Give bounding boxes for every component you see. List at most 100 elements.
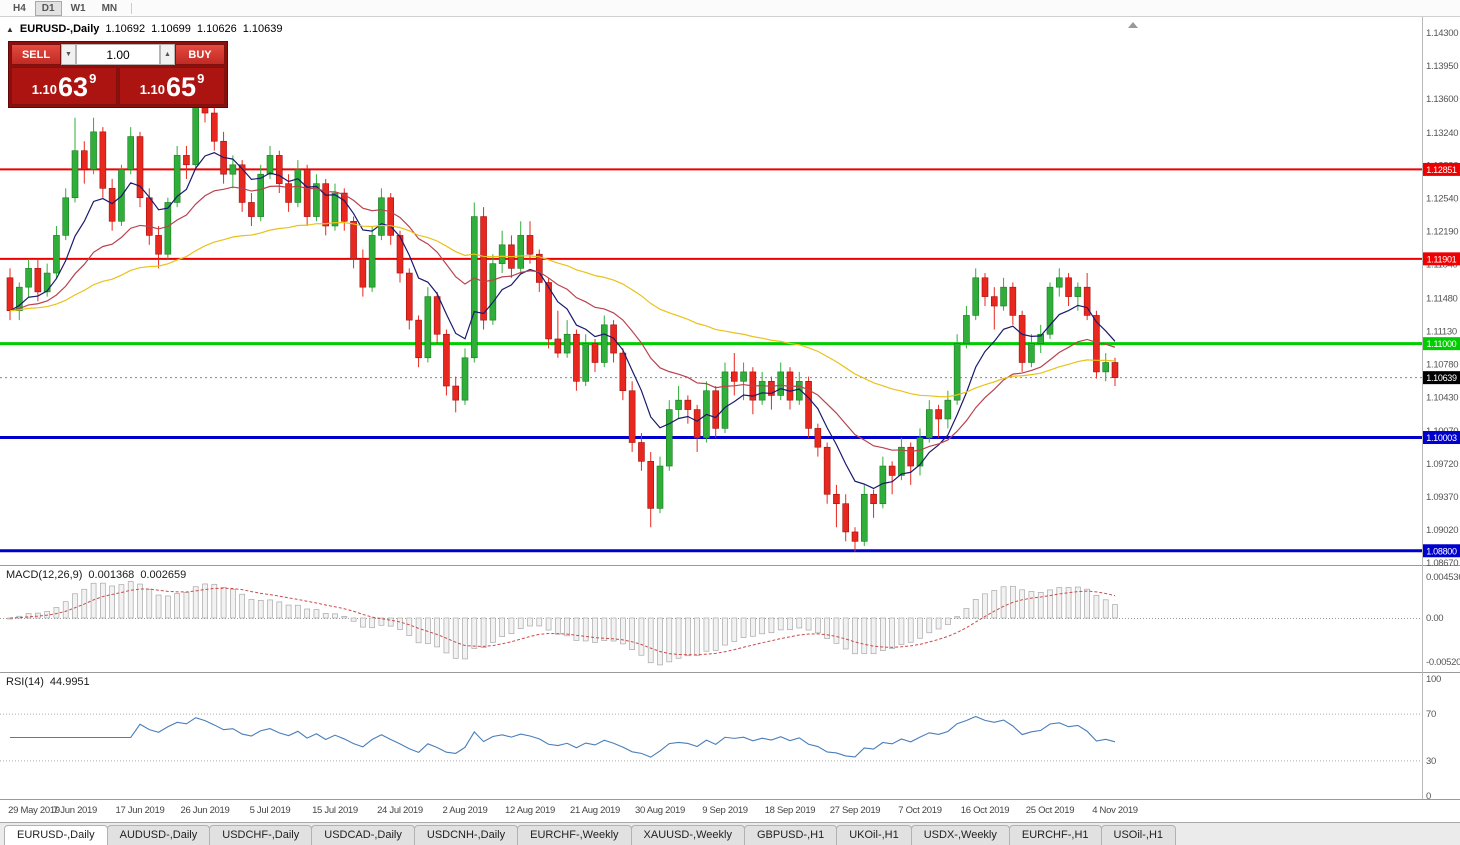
svg-text:1.11480: 1.11480 xyxy=(1426,293,1458,304)
tab-xauusd-weekly[interactable]: XAUUSD-,Weekly xyxy=(630,825,745,845)
sell-price-base: 1.10 xyxy=(31,82,58,97)
svg-text:5 Jul 2019: 5 Jul 2019 xyxy=(250,805,291,816)
svg-text:30 Aug 2019: 30 Aug 2019 xyxy=(635,805,685,816)
svg-text:1.14300: 1.14300 xyxy=(1426,28,1458,39)
sell-button[interactable]: SELL xyxy=(11,44,61,65)
quote-low: 1.10626 xyxy=(196,23,237,35)
tab-usdcnh-daily[interactable]: USDCNH-,Daily xyxy=(413,825,519,845)
svg-text:1.11000: 1.11000 xyxy=(1427,339,1457,349)
svg-text:1.12851: 1.12851 xyxy=(1426,165,1457,175)
quote-open: 1.10692 xyxy=(105,23,146,35)
volume-stepper-button[interactable]: ▲ xyxy=(160,44,175,65)
svg-text:7 Jun 2019: 7 Jun 2019 xyxy=(53,805,97,816)
svg-text:18 Sep 2019: 18 Sep 2019 xyxy=(765,805,816,816)
svg-text:16 Oct 2019: 16 Oct 2019 xyxy=(961,805,1009,816)
rsi-value: 44.9951 xyxy=(49,676,90,688)
svg-text:1.08800: 1.08800 xyxy=(1426,546,1457,556)
sell-price-pips: 63 xyxy=(58,72,89,102)
svg-text:1.09020: 1.09020 xyxy=(1426,525,1458,536)
svg-text:2 Aug 2019: 2 Aug 2019 xyxy=(442,805,487,816)
svg-text:26 Jun 2019: 26 Jun 2019 xyxy=(181,805,230,816)
svg-text:1.10639: 1.10639 xyxy=(1426,373,1457,383)
svg-text:70: 70 xyxy=(1426,709,1436,720)
svg-text:15 Jul 2019: 15 Jul 2019 xyxy=(312,805,358,816)
svg-text:30: 30 xyxy=(1426,756,1436,767)
sell-price-panel[interactable]: 1.10 63 9 xyxy=(11,67,117,105)
shift-marker-icon xyxy=(1128,22,1138,28)
symbol-tabbar: EURUSD-,Daily AUDUSD-,Daily USDCHF-,Dail… xyxy=(0,822,1460,845)
svg-text:9 Sep 2019: 9 Sep 2019 xyxy=(702,805,748,816)
price-axis: 1.143001.139501.136001.132401.128901.125… xyxy=(1426,28,1459,569)
tab-usdchf-daily[interactable]: USDCHF-,Daily xyxy=(209,825,313,845)
svg-text:1.09370: 1.09370 xyxy=(1426,492,1458,503)
buy-button[interactable]: BUY xyxy=(175,44,225,65)
svg-text:21 Aug 2019: 21 Aug 2019 xyxy=(570,805,620,816)
chart-window: 1.143001.139501.136001.132401.128901.125… xyxy=(0,17,1460,822)
macd-value-signal: 0.002659 xyxy=(140,569,187,581)
tab-eurchf-h1[interactable]: EURCHF-,H1 xyxy=(1008,825,1102,845)
svg-text:1.13240: 1.13240 xyxy=(1426,128,1458,139)
quote-close: 1.10639 xyxy=(242,23,283,35)
svg-text:-0.00520: -0.00520 xyxy=(1426,657,1460,668)
toolbar-divider xyxy=(131,2,133,14)
tab-usdx-weekly[interactable]: USDX-,Weekly xyxy=(910,825,1010,845)
tf-button-d1[interactable]: D1 xyxy=(34,0,62,16)
svg-text:1.13950: 1.13950 xyxy=(1426,61,1458,72)
svg-text:1.09720: 1.09720 xyxy=(1426,459,1458,470)
tab-ukoil-h1[interactable]: UKOil-,H1 xyxy=(836,825,912,845)
svg-text:24 Jul 2019: 24 Jul 2019 xyxy=(377,805,423,816)
svg-text:1.12540: 1.12540 xyxy=(1426,194,1458,205)
svg-text:0: 0 xyxy=(1426,791,1431,802)
tab-gbpusd-h1[interactable]: GBPUSD-,H1 xyxy=(743,825,838,845)
macd-value-main: 0.001368 xyxy=(88,569,135,581)
svg-text:0.004536: 0.004536 xyxy=(1426,572,1460,583)
tf-button-mn[interactable]: MN xyxy=(101,2,118,14)
buy-price-point: 9 xyxy=(197,71,205,86)
chart-title: ▲ EURUSD-,Daily 1.10692 1.10699 1.10626 … xyxy=(6,23,282,35)
oneclick-toggle-icon[interactable]: ▲ xyxy=(6,24,14,34)
svg-text:1.12190: 1.12190 xyxy=(1426,227,1458,238)
svg-text:29 May 2019: 29 May 2019 xyxy=(8,805,60,816)
svg-text:1.10430: 1.10430 xyxy=(1426,392,1458,403)
tab-eurchf-weekly[interactable]: EURCHF-,Weekly xyxy=(517,825,632,845)
buy-price-panel[interactable]: 1.10 65 9 xyxy=(119,67,225,105)
quote-high: 1.10699 xyxy=(151,23,191,35)
buy-price-pips: 65 xyxy=(166,72,197,102)
volume-input[interactable] xyxy=(76,44,160,65)
svg-text:100: 100 xyxy=(1426,674,1441,685)
price-badges: 1.12851 1.11901 1.11000 1.10003 1.08800 1.106… xyxy=(1423,162,1460,558)
horizontal-level-lines xyxy=(0,168,1422,553)
tab-eurusd-daily[interactable]: EURUSD-,Daily xyxy=(4,825,108,845)
svg-text:1.11130: 1.11130 xyxy=(1426,326,1457,337)
timeframe-toolbar: H4 D1 W1 MN xyxy=(0,0,1460,17)
svg-text:0.00: 0.00 xyxy=(1426,613,1443,624)
candles-layer xyxy=(6,80,1119,552)
sell-price-point: 9 xyxy=(89,71,97,86)
svg-text:1.10003: 1.10003 xyxy=(1426,433,1457,443)
rsi-name: RSI(14) xyxy=(6,676,44,688)
svg-text:7 Oct 2019: 7 Oct 2019 xyxy=(898,805,941,816)
svg-text:27 Sep 2019: 27 Sep 2019 xyxy=(830,805,881,816)
rsi-layer: 100 70 30 0 xyxy=(0,674,1441,802)
moving-averages-layer xyxy=(9,152,1116,490)
pane-frame xyxy=(0,17,1460,800)
svg-text:12 Aug 2019: 12 Aug 2019 xyxy=(505,805,555,816)
one-click-trading-panel: SELL ▼ ▲ BUY 1.10 63 9 1.10 65 9 xyxy=(8,41,228,108)
macd-pane-label: MACD(12,26,9) 0.001368 0.002659 xyxy=(6,569,186,581)
svg-text:4 Nov 2019: 4 Nov 2019 xyxy=(1092,805,1138,816)
tab-usoil-h1[interactable]: USOil-,H1 xyxy=(1100,825,1177,845)
svg-text:1.13600: 1.13600 xyxy=(1426,94,1458,105)
chart-symbol-label: EURUSD-,Daily xyxy=(19,23,100,35)
chart-canvas[interactable]: 1.143001.139501.136001.132401.128901.125… xyxy=(0,17,1460,822)
volume-dropdown-button[interactable]: ▼ xyxy=(61,44,76,65)
svg-text:1.10780: 1.10780 xyxy=(1426,359,1458,370)
tab-audusd-daily[interactable]: AUDUSD-,Daily xyxy=(106,825,211,845)
tab-usdcad-daily[interactable]: USDCAD-,Daily xyxy=(311,825,415,845)
tf-button-w1[interactable]: W1 xyxy=(70,2,86,14)
svg-text:1.11901: 1.11901 xyxy=(1427,254,1457,264)
macd-name: MACD(12,26,9) xyxy=(6,569,83,581)
tf-button-h4[interactable]: H4 xyxy=(13,2,26,14)
buy-price-base: 1.10 xyxy=(139,82,166,97)
svg-text:17 Jun 2019: 17 Jun 2019 xyxy=(116,805,165,816)
